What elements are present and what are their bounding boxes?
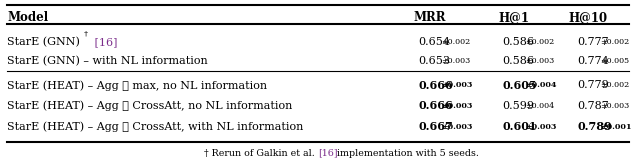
Text: ±0.002: ±0.002 xyxy=(525,38,554,46)
Text: 0.667: 0.667 xyxy=(419,121,453,132)
Text: ±0.003: ±0.003 xyxy=(600,102,629,110)
Text: StarE (HEAT) – Agg ≜ CrossAtt, with NL information: StarE (HEAT) – Agg ≜ CrossAtt, with NL i… xyxy=(7,121,303,132)
Text: 0.605: 0.605 xyxy=(502,80,537,91)
Text: H@1: H@1 xyxy=(498,11,529,24)
Text: ±0.003: ±0.003 xyxy=(441,57,470,65)
Text: ±0.004: ±0.004 xyxy=(525,102,554,110)
Text: ±0.002: ±0.002 xyxy=(600,38,629,46)
Text: ±0.004: ±0.004 xyxy=(525,81,557,89)
Text: 0.666: 0.666 xyxy=(419,80,453,91)
Text: 0.774: 0.774 xyxy=(577,56,609,66)
Text: 0.653: 0.653 xyxy=(419,56,451,66)
Text: 0.666: 0.666 xyxy=(419,100,453,111)
Text: StarE (HEAT) – Agg ≜ CrossAtt, no NL information: StarE (HEAT) – Agg ≜ CrossAtt, no NL inf… xyxy=(7,100,292,111)
Text: ±0.002: ±0.002 xyxy=(600,81,629,89)
Text: StarE (GNN): StarE (GNN) xyxy=(7,37,80,47)
Text: 0.601: 0.601 xyxy=(502,121,537,132)
Text: † Rerun of Galkin et al.: † Rerun of Galkin et al. xyxy=(204,149,318,158)
Text: ±0.003: ±0.003 xyxy=(441,102,472,110)
Text: H@10: H@10 xyxy=(569,11,608,24)
Text: ±0.005: ±0.005 xyxy=(600,57,629,65)
Text: StarE (HEAT) – Agg ≜ max, no NL information: StarE (HEAT) – Agg ≜ max, no NL informat… xyxy=(7,80,267,91)
Text: 0.586: 0.586 xyxy=(502,56,534,66)
Text: 0.654: 0.654 xyxy=(419,37,451,47)
Text: ±0.003: ±0.003 xyxy=(525,57,554,65)
Text: ±0.003: ±0.003 xyxy=(441,123,472,131)
Text: 0.777: 0.777 xyxy=(577,37,609,47)
Text: MRR: MRR xyxy=(413,11,446,24)
Text: 0.599: 0.599 xyxy=(502,101,534,111)
Text: 0.787: 0.787 xyxy=(577,101,609,111)
Text: ±0.001: ±0.001 xyxy=(600,123,632,131)
Text: 0.779: 0.779 xyxy=(577,80,609,90)
Text: ±0.003: ±0.003 xyxy=(525,123,556,131)
Text: ±0.003: ±0.003 xyxy=(441,81,472,89)
Text: †: † xyxy=(84,29,88,37)
Text: Model: Model xyxy=(7,11,48,24)
Text: ±0.002: ±0.002 xyxy=(441,38,470,46)
Text: [16]: [16] xyxy=(318,149,338,158)
Text: 0.789: 0.789 xyxy=(577,121,612,132)
Text: implementation with 5 seeds.: implementation with 5 seeds. xyxy=(334,149,479,158)
Text: StarE (GNN) – with NL information: StarE (GNN) – with NL information xyxy=(7,56,208,66)
Text: [16]: [16] xyxy=(90,37,117,47)
Text: 0.586: 0.586 xyxy=(502,37,534,47)
